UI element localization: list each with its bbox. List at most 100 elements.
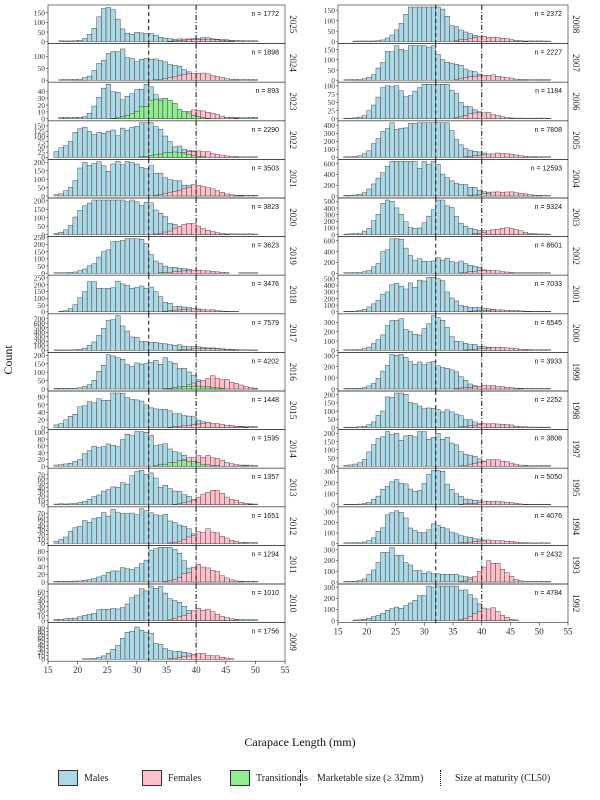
female-bar xyxy=(504,502,510,505)
male-bar xyxy=(541,311,547,312)
male-bar xyxy=(398,392,404,428)
male-bar xyxy=(421,161,427,197)
male-bar xyxy=(67,463,74,467)
male-bar xyxy=(176,368,183,390)
y-tick-label: 0 xyxy=(41,115,45,124)
male-bar xyxy=(403,288,409,312)
male-bar xyxy=(96,199,102,235)
male-bar xyxy=(375,531,381,544)
y-tick-label: 100 xyxy=(324,16,336,25)
male-bar xyxy=(407,282,413,312)
panel-n-label: n = 6545 xyxy=(535,320,563,327)
male-bar xyxy=(403,517,409,544)
male-bar xyxy=(82,38,88,42)
male-bar xyxy=(361,271,367,274)
male-bar xyxy=(96,447,102,467)
male-bar xyxy=(380,552,386,583)
y-tick-label: 100 xyxy=(34,18,46,27)
female-bar xyxy=(214,614,220,621)
male-bar xyxy=(527,117,533,119)
male-bar xyxy=(371,421,377,428)
transitional-bar xyxy=(214,387,220,390)
male-bar xyxy=(82,268,88,274)
male-bar xyxy=(158,586,164,621)
male-bar xyxy=(110,392,116,428)
male-bar xyxy=(110,129,116,158)
male-bar xyxy=(417,490,423,505)
male-bar xyxy=(101,87,107,119)
female-bar xyxy=(181,349,187,351)
y-tick-label: 50 xyxy=(328,454,336,463)
male-bar xyxy=(120,638,126,660)
male-bar xyxy=(139,563,145,583)
y-tick-label: 400 xyxy=(324,204,336,213)
male-bar xyxy=(248,619,254,621)
y-tick-label: 40 xyxy=(38,87,46,96)
male-bar xyxy=(352,504,358,505)
transitional-bar xyxy=(195,462,202,467)
female-bar xyxy=(481,270,487,274)
female-bar xyxy=(463,272,469,274)
male-bar xyxy=(72,503,78,505)
y-tick-label: 200 xyxy=(324,137,336,146)
female-bar xyxy=(200,72,206,81)
female-bar xyxy=(509,191,515,197)
female-bar xyxy=(490,74,496,81)
panel-n-label: n = 1772 xyxy=(252,11,280,18)
panel-year-label: 2025 xyxy=(288,15,298,34)
female-bar xyxy=(233,464,239,467)
female-bar xyxy=(481,423,487,428)
male-bar xyxy=(96,335,102,351)
female-bar xyxy=(219,77,225,81)
male-bar xyxy=(536,272,542,274)
male-bar xyxy=(238,40,244,42)
y-tick-label: 200 xyxy=(34,158,46,167)
male-bar xyxy=(72,79,78,81)
female-bar xyxy=(243,426,249,428)
y-tick-label: 150 xyxy=(34,287,46,296)
male-bar xyxy=(96,657,102,660)
male-bar xyxy=(53,194,59,197)
y-tick-label: 600 xyxy=(324,237,336,246)
male-bar xyxy=(426,6,432,42)
male-bar xyxy=(532,40,538,42)
male-bar xyxy=(139,122,145,158)
y-tick-label: 500 xyxy=(324,274,336,283)
male-bar xyxy=(407,227,413,235)
male-bar xyxy=(77,459,83,467)
male-bar xyxy=(77,387,83,390)
transitional-bar xyxy=(176,460,183,467)
female-bar xyxy=(486,539,492,544)
female-bar xyxy=(191,499,197,505)
panel-n-label: n = 893 xyxy=(255,88,279,95)
female-bar xyxy=(486,423,492,428)
male-bar xyxy=(389,608,395,621)
y-tick-label: 0 xyxy=(41,616,45,625)
male-bar xyxy=(426,362,432,390)
male-bar xyxy=(101,575,107,583)
y-tick-label: 60 xyxy=(38,400,46,409)
female-bar xyxy=(200,532,206,544)
female-bar xyxy=(522,310,528,312)
panel-year-label: 2016 xyxy=(288,363,298,382)
female-bar xyxy=(210,570,216,583)
female-bar xyxy=(191,184,197,197)
male-bar xyxy=(148,512,154,544)
male-bar xyxy=(366,306,372,312)
male-bar xyxy=(101,165,107,197)
male-bar xyxy=(67,618,74,621)
panel-year-label: 2004 xyxy=(571,170,581,189)
male-bar xyxy=(453,262,459,274)
female-bar xyxy=(518,349,524,351)
male-bar xyxy=(384,396,390,428)
female-bar xyxy=(195,496,202,505)
female-bar xyxy=(481,154,487,158)
male-bar xyxy=(532,349,538,351)
female-bar xyxy=(513,619,519,621)
male-bar xyxy=(72,461,78,467)
male-bar xyxy=(403,50,409,81)
female-bar xyxy=(172,618,178,621)
